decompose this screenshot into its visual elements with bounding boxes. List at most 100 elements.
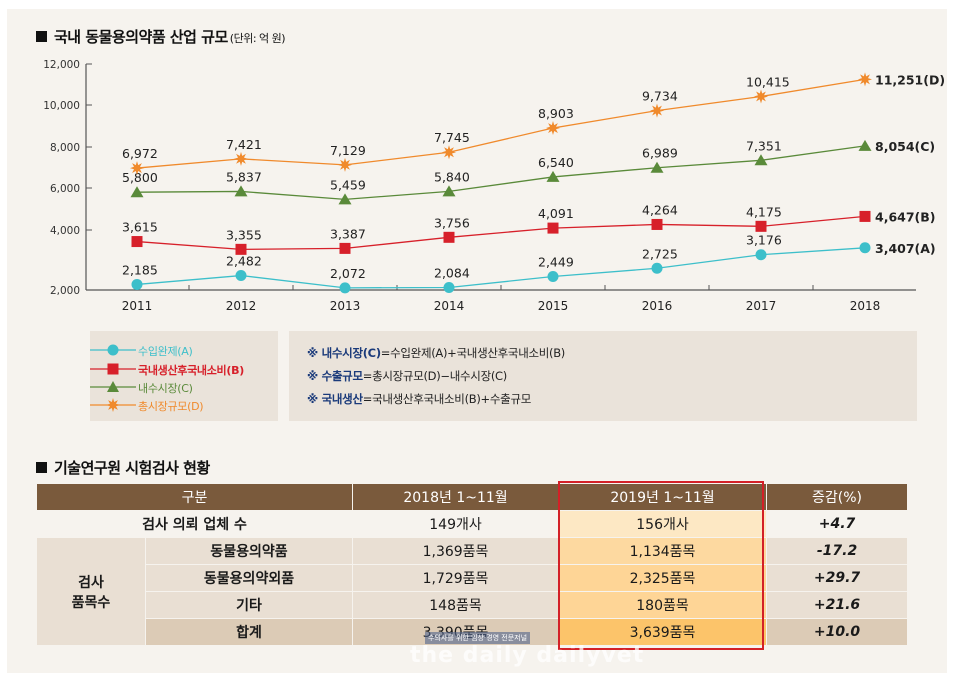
data-label: 2,185 xyxy=(122,262,158,277)
legend-square-marker-icon xyxy=(90,363,136,375)
header-change: 증감(%) xyxy=(766,483,909,511)
data-label: 8,054(C) xyxy=(875,139,935,154)
marker-circle xyxy=(339,282,351,294)
cell-2018: 148품목 xyxy=(352,591,560,619)
chart-legend: 수입완제(A) 국내생산후국내소비(B) 내수시장(C) 총시장규모(D) xyxy=(90,331,278,421)
note-key: 내수시장(C) xyxy=(321,346,381,360)
note-formula: =수입완제(A)+국내생산후국내소비(B) xyxy=(380,346,566,360)
cell-change: +29.7 xyxy=(766,564,909,592)
legend-item-c: 내수시장(C) xyxy=(90,377,278,397)
marker-triangle xyxy=(754,154,768,166)
marker-square xyxy=(235,243,247,255)
marker-star xyxy=(546,121,560,135)
data-label: 3,615 xyxy=(122,220,158,235)
y-tick-label: 12,000 xyxy=(43,59,80,71)
marker-triangle xyxy=(546,170,560,182)
data-label: 5,800 xyxy=(122,170,158,185)
marker-square xyxy=(443,231,455,243)
formula-notes: ※ 내수시장(C)=수입완제(A)+국내생산후국내소비(B) ※ 수출규모=총시… xyxy=(289,331,917,421)
marker-star xyxy=(130,161,144,176)
chart-title-text: 국내 동물용의약품 산업 규모 xyxy=(54,28,228,46)
data-label: 3,387 xyxy=(330,226,366,241)
table-section-title: 기술연구원 시험검사 현황 xyxy=(36,457,210,478)
data-label: 5,840 xyxy=(434,169,470,184)
data-label: 5,459 xyxy=(330,177,366,192)
marker-circle xyxy=(235,270,247,282)
legend-circle-marker-icon xyxy=(90,344,136,356)
data-label: 7,351 xyxy=(746,138,782,153)
y-tick-label: 6,000 xyxy=(50,183,80,195)
table-row: 검사 의뢰 업체 수 149개사 156개사 +4.7 xyxy=(35,510,909,538)
cell-2019: 156개사 xyxy=(558,510,768,538)
marker-square xyxy=(547,222,559,234)
marker-square xyxy=(651,218,663,230)
data-label: 2,725 xyxy=(642,246,678,261)
cell-2019: 2,325품목 xyxy=(558,564,768,592)
y-tick-label: 4,000 xyxy=(50,225,80,237)
legend-star-marker-icon xyxy=(90,398,136,412)
cell-change: -17.2 xyxy=(766,537,909,565)
marker-circle xyxy=(859,242,871,254)
legend-label-b: 국내생산후국내소비(B) xyxy=(138,364,244,377)
data-label: 7,129 xyxy=(330,143,366,158)
group-label-line1: 검사 xyxy=(78,574,104,591)
row-label: 기타 xyxy=(144,591,354,619)
marker-square xyxy=(859,210,871,222)
marker-square xyxy=(339,242,351,254)
x-tick-label: 2016 xyxy=(642,299,673,313)
x-tick-label: 2015 xyxy=(538,299,569,313)
marker-square xyxy=(131,236,143,248)
data-label: 3,355 xyxy=(226,227,262,242)
data-label: 8,903 xyxy=(538,106,574,121)
data-label: 3,176 xyxy=(746,233,782,248)
data-label: 5,837 xyxy=(226,169,262,184)
data-label: 9,734 xyxy=(642,89,678,104)
group-label-line2: 품목수 xyxy=(71,594,111,611)
data-label: 3,407(A) xyxy=(875,241,936,256)
note-domestic-market: ※ 내수시장(C)=수입완제(A)+국내생산후국내소비(B) xyxy=(307,345,565,361)
data-label: 10,415 xyxy=(746,74,790,89)
y-tick-label: 8,000 xyxy=(50,142,80,154)
series-line-d xyxy=(136,78,866,169)
x-tick-label: 2012 xyxy=(226,299,257,313)
data-label: 6,540 xyxy=(538,155,574,170)
cell-2018: 1,729품목 xyxy=(352,564,560,592)
note-mark: ※ xyxy=(307,369,318,383)
table-row: 동물용의약외품 1,729품목 2,325품목 +29.7 xyxy=(37,564,909,592)
row-label: 검사 의뢰 업체 수 xyxy=(35,510,354,538)
marker-star xyxy=(650,103,664,118)
x-tick-label: 2018 xyxy=(850,299,881,313)
legend-item-a: 수입완제(A) xyxy=(90,340,278,360)
chart-section-title: 국내 동물용의약품 산업 규모 (단위: 억 원) xyxy=(36,26,286,47)
data-label: 6,989 xyxy=(642,146,678,161)
data-label: 11,251(D) xyxy=(875,72,945,87)
marker-circle xyxy=(547,271,559,283)
cell-2019: 180품목 xyxy=(558,591,768,619)
y-tick-label: 2,000 xyxy=(50,285,80,297)
data-label: 6,972 xyxy=(122,146,158,161)
legend-label-c: 내수시장(C) xyxy=(138,382,193,395)
inspection-table: 구분 2018년 1~11월 2019년 1~11월 증감(%) 검사 의뢰 업… xyxy=(35,483,909,646)
y-tick-label: 10,000 xyxy=(43,100,80,112)
note-key: 국내생산 xyxy=(321,392,363,406)
line-chart: 2,000 4,000 6,000 8,000 10,000 12,000 2011 2012… xyxy=(43,59,945,313)
table-row-total: 합계 3,390품목 3,639품목 +10.0 xyxy=(37,618,909,646)
series-line-c xyxy=(136,145,866,201)
data-label: 2,084 xyxy=(434,265,470,280)
square-bullet-icon xyxy=(36,462,47,473)
marker-circle xyxy=(755,249,767,261)
note-domestic-production: ※ 국내생산=국내생산후국내소비(B)+수출규모 xyxy=(307,391,531,407)
legend-item-d: 총시장규모(D) xyxy=(90,395,278,415)
marker-triangle xyxy=(130,186,144,198)
marker-triangle xyxy=(234,185,248,197)
row-label: 동물용의약외품 xyxy=(144,564,354,592)
table-row: 검사 품목수 동물용의약품 1,369품목 1,134품목 -17.2 xyxy=(36,537,909,646)
data-label: 3,756 xyxy=(434,215,470,230)
marker-triangle xyxy=(338,193,352,205)
square-bullet-icon xyxy=(36,31,47,42)
marker-circle xyxy=(131,278,143,290)
data-label: 2,072 xyxy=(330,266,366,281)
marker-triangle xyxy=(858,139,872,151)
header-2018: 2018년 1~11월 xyxy=(352,483,560,511)
